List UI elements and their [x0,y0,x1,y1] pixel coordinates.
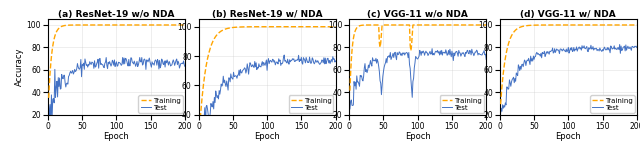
Test [321,57,329,59]
Training [170,24,178,26]
Training [382,24,390,26]
X-axis label: Epoch: Epoch [556,132,581,141]
X-axis label: Epoch: Epoch [254,132,280,141]
Training [201,73,209,75]
Line: Test: Test [350,49,486,109]
Training [81,24,89,26]
Test [71,69,79,70]
Test [51,69,59,70]
Training [483,24,490,26]
Test [633,47,640,48]
Test [196,145,204,147]
Test [326,63,334,65]
Training [325,26,333,28]
Test [171,65,179,66]
Training [522,25,530,27]
Test [505,88,513,90]
Test [502,104,510,106]
Training [181,24,189,26]
Test [82,61,90,63]
Y-axis label: Accuracy: Accuracy [15,48,24,86]
Test [355,81,362,83]
Test [533,51,541,53]
Training [204,58,211,60]
Legend: Training, Test: Training, Test [289,96,333,113]
Test [181,66,189,67]
Test [476,54,484,55]
Test [472,51,479,53]
Title: (b) ResNet-19 w/ NDA: (b) ResNet-19 w/ NDA [212,10,323,19]
Training [371,24,379,26]
Test [346,108,354,110]
Training [346,90,354,91]
Training [502,53,510,55]
Title: (a) ResNet-19 w/o NDA: (a) ResNet-19 w/o NDA [58,10,175,19]
Line: Test: Test [49,58,185,124]
Training [45,97,52,99]
Training [70,24,78,26]
Test [483,59,490,60]
Line: Training: Training [199,27,335,133]
Training [626,24,634,26]
Test [175,67,183,69]
Line: Training: Training [350,25,486,91]
Training [195,132,203,134]
Training [428,24,435,26]
Training [355,26,362,27]
Training [633,24,640,26]
Test [47,123,54,125]
Test [119,57,127,58]
Test [204,113,212,115]
Training [168,24,175,26]
Training [221,28,228,30]
Line: Test: Test [500,45,637,114]
Title: (c) VGG-11 w/o NDA: (c) VGG-11 w/o NDA [367,10,468,19]
Test [428,48,436,50]
Training [533,24,541,26]
Training [51,38,58,40]
Legend: Training, Test: Training, Test [440,96,484,113]
Training [320,26,328,28]
Training [175,24,182,26]
Training [332,26,339,28]
Legend: Training, Test: Training, Test [590,96,635,113]
Test [497,113,504,115]
Training [505,42,513,44]
Test [622,44,630,46]
Line: Test: Test [199,55,335,146]
Legend: Training, Test: Training, Test [138,96,183,113]
Training [497,103,504,105]
Title: (d) VGG-11 w/ NDA: (d) VGG-11 w/ NDA [520,10,616,19]
Training [53,30,61,32]
Test [332,60,339,62]
Test [627,48,634,49]
Test [45,105,52,107]
Training [232,26,239,28]
Test [54,96,61,98]
Training [472,24,479,26]
Test [522,65,530,66]
Training [351,30,359,31]
Test [382,58,390,59]
Test [351,81,359,83]
Test [195,134,203,136]
Test [280,54,288,56]
Test [371,60,379,62]
Test [616,44,623,45]
Test [232,75,240,77]
Line: Training: Training [49,25,185,98]
Test [202,126,209,128]
Line: Training: Training [500,25,637,104]
Training [621,24,629,26]
Training [476,24,484,26]
X-axis label: Epoch: Epoch [405,132,431,141]
Test [221,83,229,85]
X-axis label: Epoch: Epoch [104,132,129,141]
